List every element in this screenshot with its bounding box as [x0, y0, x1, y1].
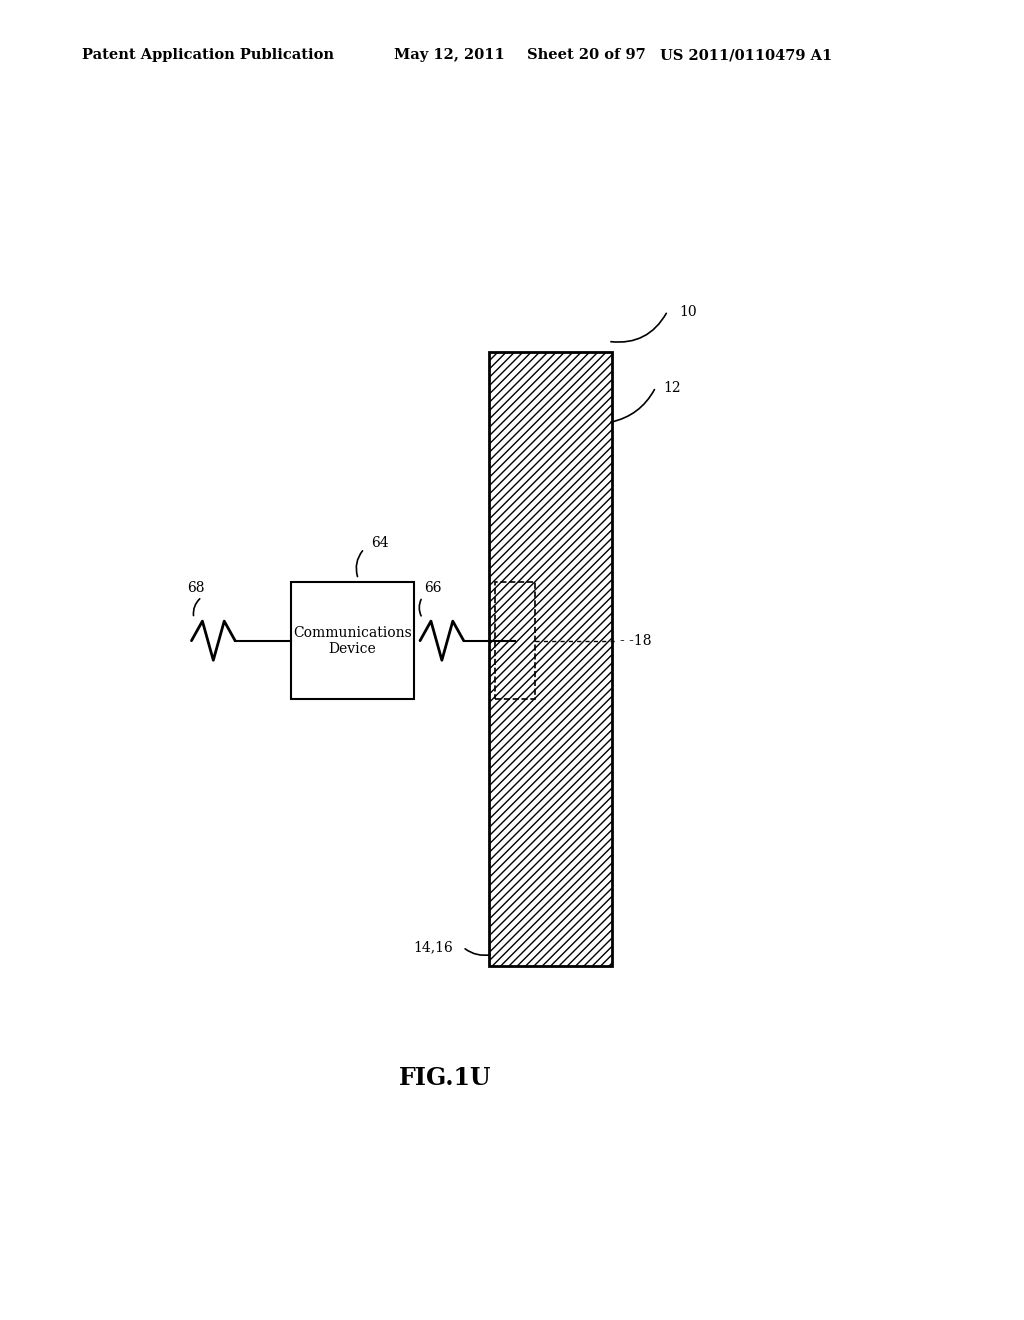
- Text: 12: 12: [664, 381, 681, 395]
- Text: 68: 68: [187, 581, 205, 595]
- Text: 14,16: 14,16: [414, 940, 454, 954]
- Bar: [489, 351, 612, 966]
- Text: - -18: - -18: [620, 634, 651, 648]
- Bar: [291, 582, 414, 700]
- Text: May 12, 2011: May 12, 2011: [394, 49, 505, 62]
- Bar: [496, 582, 536, 700]
- Text: Communications
Device: Communications Device: [293, 626, 412, 656]
- Text: US 2011/0110479 A1: US 2011/0110479 A1: [660, 49, 833, 62]
- Text: Sheet 20 of 97: Sheet 20 of 97: [527, 49, 646, 62]
- Text: 64: 64: [371, 536, 388, 549]
- Text: 10: 10: [680, 305, 697, 319]
- Text: Patent Application Publication: Patent Application Publication: [82, 49, 334, 62]
- Text: 66: 66: [424, 581, 441, 595]
- Text: FIG.1U: FIG.1U: [399, 1067, 492, 1090]
